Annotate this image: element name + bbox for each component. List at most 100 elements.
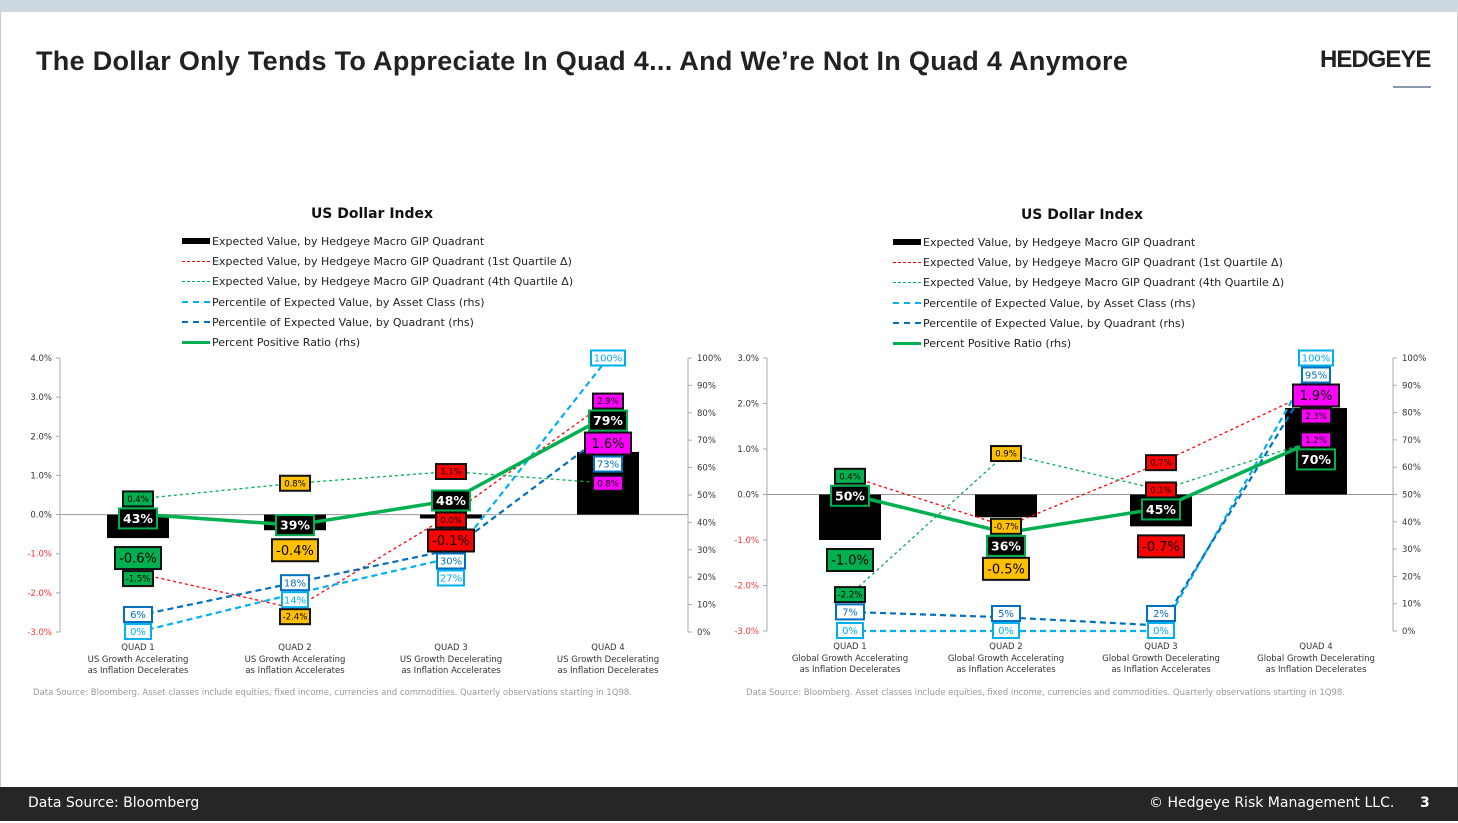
legend-label: Percent Positive Ratio (rhs) — [923, 337, 1072, 351]
page-title: The Dollar Only Tends To Appreciate In Q… — [36, 46, 1129, 76]
chart-note-right: Data Source: Bloomberg. Asset classes in… — [746, 688, 1346, 698]
x-category-desc: Global Growth Accelerating — [948, 654, 1064, 664]
label-4th-quartile: -2.2% — [838, 591, 863, 601]
label-1st-quartile-box — [1145, 454, 1177, 472]
legend-label: Expected Value, by Hedgeye Macro GIP Qua… — [923, 255, 1283, 269]
legend-swatch — [893, 282, 921, 284]
y-tick-label: 2.0% — [737, 400, 759, 410]
y2-tick-label: 80% — [1402, 409, 1421, 419]
x-category-desc: as Inflation Decelerates — [800, 665, 901, 675]
label-pct-positive-box — [275, 514, 315, 537]
y-tick-label: -1.0% — [734, 536, 759, 546]
x-category-desc: as Inflation Decelerates — [1266, 665, 1367, 675]
y2-tick-label: 40% — [697, 518, 716, 528]
legend-item: Percentile of Expected Value, by Asset C… — [182, 292, 573, 312]
y2-tick-label: 70% — [697, 436, 716, 446]
label-expected-value-box — [826, 548, 874, 572]
label-pct-positive-box — [118, 507, 158, 530]
chart-title-right: US Dollar Index — [1020, 207, 1144, 223]
label-pct-asset-class: 0% — [998, 626, 1014, 637]
x-category-desc: as Inflation Accelerates — [956, 665, 1056, 675]
y2-tick-label: 50% — [1402, 491, 1421, 501]
legend-swatch — [182, 301, 210, 304]
label-4th-quartile: 1.1% — [440, 468, 462, 478]
legend-item: Expected Value, by Hedgeye Macro GIP Qua… — [893, 232, 1284, 252]
y2-tick-label: 0% — [1402, 627, 1416, 637]
label-1st-quartile: -1.5% — [126, 575, 151, 585]
chart-note-left: Data Source: Bloomberg. Asset classes in… — [33, 688, 633, 698]
label-pct-quadrant-box — [280, 574, 310, 592]
label-pct-quadrant: 95% — [1305, 371, 1327, 382]
legend-swatch — [182, 341, 210, 345]
label-4th-quartile-box — [834, 586, 866, 604]
label-1st-quartile: -0.7% — [994, 522, 1019, 532]
y2-tick-label: 10% — [697, 601, 716, 611]
legend-left: Expected Value, by Hedgeye Macro GIP Qua… — [182, 231, 573, 353]
label-4th-quartile: 0.8% — [597, 479, 619, 489]
label-expected-value-box — [271, 538, 319, 563]
y2-tick-label: 100% — [1402, 354, 1426, 364]
label-expected-value: -0.5% — [987, 563, 1025, 578]
legend-item: Expected Value, by Hedgeye Macro GIP Qua… — [182, 272, 573, 292]
logo-underline — [1393, 86, 1431, 88]
legend-swatch — [182, 238, 210, 245]
y-tick-label: 3.0% — [737, 354, 759, 364]
legend-item: Expected Value, by Hedgeye Macro GIP Qua… — [893, 273, 1284, 293]
legend-item: Percentile of Expected Value, by Asset C… — [893, 293, 1284, 313]
legend-swatch — [893, 342, 921, 346]
label-4th-quartile-box — [990, 445, 1022, 463]
line-1st-quartile — [137, 400, 609, 610]
y-tick-label: 0.0% — [737, 491, 759, 501]
label-4th-quartile-box — [279, 474, 311, 492]
x-category-desc: as Inflation Decelerates — [88, 666, 189, 676]
top-band — [0, 0, 1458, 12]
label-pct-positive-box — [986, 534, 1026, 557]
y2-tick-label: 50% — [697, 491, 716, 501]
y2-tick-label: 60% — [1402, 463, 1421, 473]
label-pct-asset-class-box — [836, 622, 864, 639]
y2-tick-label: 60% — [697, 464, 716, 474]
x-category-desc: as Inflation Accelerates — [1111, 665, 1211, 675]
line-pct-asset-class — [850, 357, 1317, 633]
footer-source: Data Source: Bloomberg — [28, 795, 200, 811]
label-expected-value: 1.6% — [591, 437, 624, 452]
y-tick-label: 2.0% — [30, 432, 52, 442]
label-4th-quartile-box — [592, 474, 624, 492]
line-pct-positive — [137, 414, 609, 527]
label-pct-asset-class: 100% — [594, 354, 623, 365]
legend-swatch — [182, 260, 210, 262]
x-tick-label: QUAD 1 — [121, 643, 154, 653]
label-1st-quartile-box — [435, 511, 467, 529]
bar-expected-value — [975, 494, 1037, 518]
label-pct-asset-class-box — [1298, 349, 1334, 367]
label-pct-asset-class: 0% — [842, 626, 858, 637]
y2-tick-label: 90% — [1402, 381, 1421, 391]
label-pct-asset-class-box — [1147, 622, 1175, 639]
legend-label: Expected Value, by Hedgeye Macro GIP Qua… — [212, 275, 574, 289]
label-pct-positive: 48% — [436, 493, 466, 508]
label-4th-quartile-box — [1145, 481, 1177, 499]
y2-tick-label: 80% — [697, 409, 716, 419]
label-pct-positive-box — [830, 484, 870, 507]
label-1st-quartile-box — [834, 467, 866, 485]
x-tick-label: QUAD 1 — [833, 642, 866, 652]
y2-tick-label: 100% — [697, 354, 721, 364]
label-4th-quartile-box — [435, 463, 467, 481]
legend-label: Expected Value, by Hedgeye Macro GIP Qua… — [212, 254, 572, 268]
y2-tick-label: 30% — [697, 546, 716, 556]
label-pct-quadrant: 5% — [998, 609, 1014, 620]
label-pct-quadrant: 73% — [597, 460, 619, 471]
label-pct-asset-class: 14% — [284, 595, 306, 606]
legend-swatch — [182, 281, 210, 283]
label-expected-value-box — [1292, 383, 1340, 408]
label-pct-positive-box — [1141, 498, 1181, 521]
y2-tick-label: 40% — [1402, 518, 1421, 528]
label-pct-positive-box — [588, 409, 628, 432]
y2-tick-label: 70% — [1402, 436, 1421, 446]
label-pct-positive: 45% — [1146, 502, 1176, 517]
label-expected-value-box — [982, 556, 1030, 581]
x-category-desc: as Inflation Accelerates — [401, 666, 501, 676]
label-1st-quartile: 0.7% — [1150, 459, 1172, 469]
line-pct-positive — [849, 438, 1317, 535]
label-4th-quartile: 1.2% — [1305, 436, 1327, 446]
